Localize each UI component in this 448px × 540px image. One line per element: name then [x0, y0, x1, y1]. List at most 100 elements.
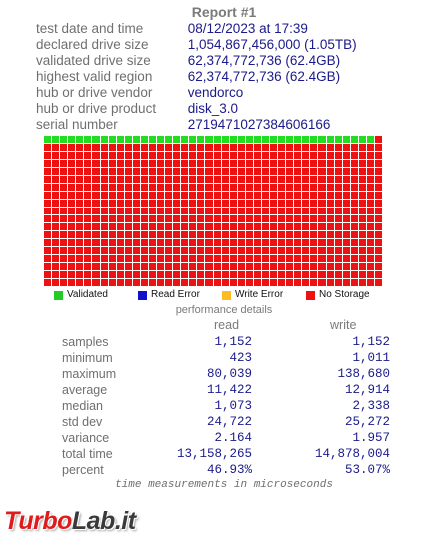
- block-no-storage: [100, 263, 108, 271]
- block-no-storage: [52, 271, 60, 279]
- block-no-storage: [197, 215, 205, 223]
- info-value: 08/12/2023 at 17:39: [187, 21, 308, 36]
- block-no-storage: [116, 159, 124, 167]
- block-no-storage: [286, 207, 294, 215]
- block-no-storage: [261, 223, 269, 231]
- block-no-storage: [44, 167, 52, 175]
- block-no-storage: [326, 143, 334, 151]
- block-no-storage: [237, 151, 245, 159]
- block-no-storage: [116, 255, 124, 263]
- block-no-storage: [310, 167, 318, 175]
- perf-read-value: 1,152: [214, 335, 252, 349]
- perf-read-value: 46.93%: [206, 463, 252, 477]
- block-no-storage: [245, 151, 253, 159]
- block-no-storage: [189, 231, 197, 239]
- perf-label: maximum: [62, 367, 117, 381]
- block-no-storage: [197, 263, 205, 271]
- block-no-storage: [350, 247, 358, 255]
- block-no-storage: [334, 239, 342, 247]
- block-no-storage: [286, 191, 294, 199]
- block-no-storage: [270, 255, 278, 263]
- block-no-storage: [205, 279, 213, 286]
- block-no-storage: [261, 239, 269, 247]
- block-no-storage: [116, 247, 124, 255]
- block-no-storage: [326, 239, 334, 247]
- block-no-storage: [358, 143, 366, 151]
- block-no-storage: [189, 191, 197, 199]
- block-no-storage: [132, 167, 140, 175]
- block-no-storage: [181, 199, 189, 207]
- read-column-header: read: [214, 318, 240, 332]
- block-no-storage: [197, 167, 205, 175]
- block-no-storage: [148, 183, 156, 191]
- block-validated: [213, 136, 221, 143]
- info-label: hub or drive product: [36, 101, 157, 116]
- block-no-storage: [84, 255, 92, 263]
- block-no-storage: [358, 159, 366, 167]
- block-no-storage: [181, 151, 189, 159]
- block-no-storage: [310, 279, 318, 286]
- block-no-storage: [92, 231, 100, 239]
- block-no-storage: [221, 191, 229, 199]
- block-no-storage: [294, 215, 302, 223]
- block-no-storage: [60, 247, 68, 255]
- block-no-storage: [124, 263, 132, 271]
- block-no-storage: [165, 175, 173, 183]
- block-no-storage: [116, 199, 124, 207]
- block-no-storage: [253, 279, 261, 286]
- block-no-storage: [60, 167, 68, 175]
- block-no-storage: [108, 159, 116, 167]
- validated-swatch-icon: [54, 290, 63, 300]
- block-no-storage: [124, 143, 132, 151]
- block-no-storage: [197, 271, 205, 279]
- block-no-storage: [116, 175, 124, 183]
- block-no-storage: [205, 215, 213, 223]
- block-no-storage: [221, 175, 229, 183]
- block-no-storage: [148, 247, 156, 255]
- block-no-storage: [358, 255, 366, 263]
- block-no-storage: [116, 167, 124, 175]
- block-no-storage: [132, 199, 140, 207]
- block-validated: [221, 136, 229, 143]
- block-no-storage: [205, 151, 213, 159]
- block-no-storage: [350, 223, 358, 231]
- block-no-storage: [205, 263, 213, 271]
- block-no-storage: [76, 159, 84, 167]
- block-no-storage: [205, 191, 213, 199]
- block-no-storage: [245, 207, 253, 215]
- block-no-storage: [100, 279, 108, 286]
- block-no-storage: [229, 279, 237, 286]
- block-no-storage: [108, 199, 116, 207]
- block-no-storage: [76, 247, 84, 255]
- block-no-storage: [350, 263, 358, 271]
- block-no-storage: [261, 207, 269, 215]
- block-no-storage: [76, 191, 84, 199]
- block-no-storage: [286, 199, 294, 207]
- block-no-storage: [124, 151, 132, 159]
- block-no-storage: [294, 143, 302, 151]
- perf-row-average: average 11,422 12,914: [0, 382, 448, 398]
- block-no-storage: [68, 271, 76, 279]
- info-label: serial number: [36, 117, 118, 132]
- block-no-storage: [245, 279, 253, 286]
- block-no-storage: [197, 175, 205, 183]
- block-no-storage: [310, 255, 318, 263]
- block-no-storage: [92, 143, 100, 151]
- perf-read-value: 2.164: [214, 431, 252, 445]
- block-no-storage: [318, 175, 326, 183]
- block-no-storage: [358, 263, 366, 271]
- block-no-storage: [366, 143, 374, 151]
- block-no-storage: [302, 223, 310, 231]
- block-no-storage: [374, 167, 382, 175]
- block-no-storage: [374, 223, 382, 231]
- block-no-storage: [76, 207, 84, 215]
- block-no-storage: [84, 167, 92, 175]
- block-no-storage: [253, 215, 261, 223]
- block-no-storage: [294, 151, 302, 159]
- block-no-storage: [229, 271, 237, 279]
- block-no-storage: [189, 247, 197, 255]
- block-no-storage: [310, 199, 318, 207]
- block-no-storage: [358, 183, 366, 191]
- storage-map-grid: [44, 136, 382, 286]
- block-no-storage: [84, 271, 92, 279]
